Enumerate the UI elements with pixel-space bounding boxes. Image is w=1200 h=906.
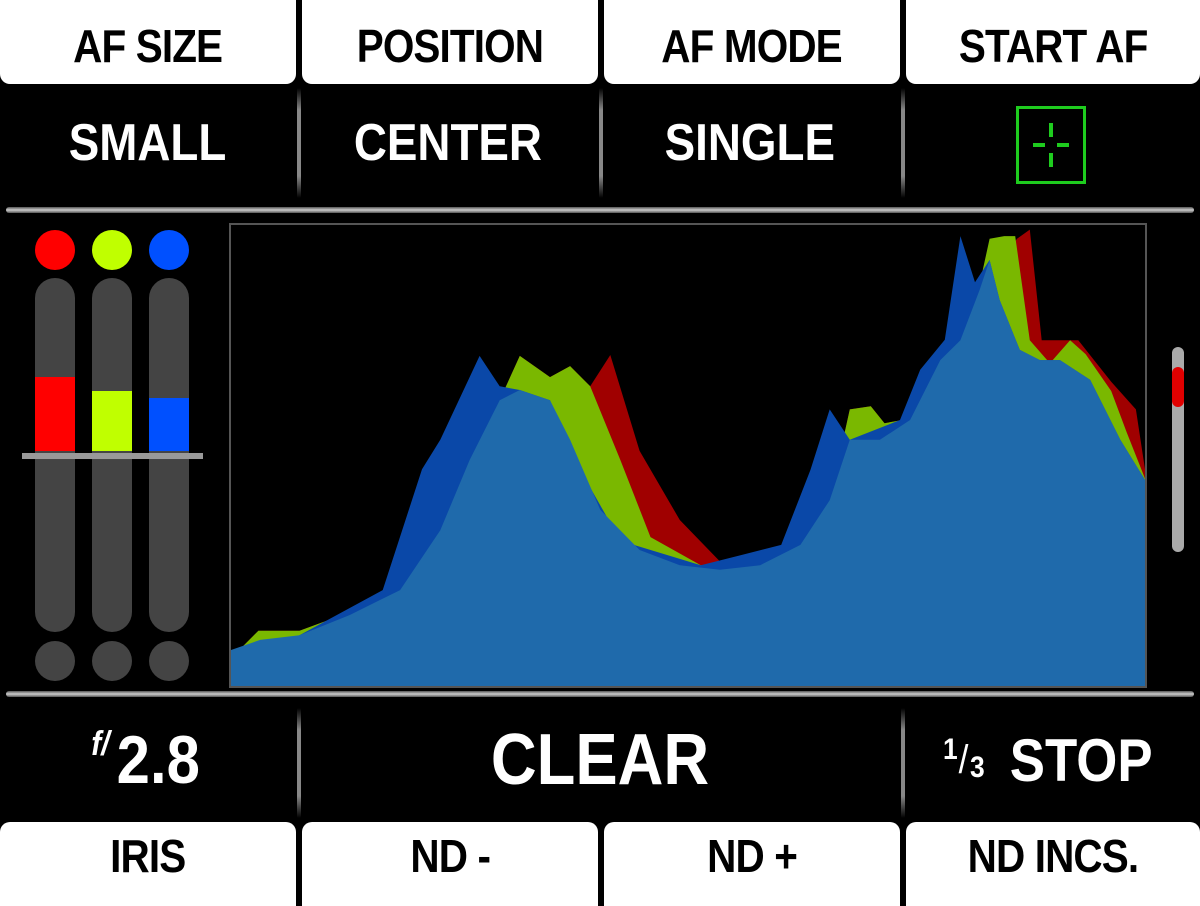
iris-value: f/ 2.8 bbox=[0, 705, 296, 815]
divider bbox=[6, 207, 1194, 213]
f-stop-prefix: f/ bbox=[91, 725, 110, 763]
fraction-numerator: 1 bbox=[942, 733, 958, 766]
histogram bbox=[229, 223, 1147, 688]
divider bbox=[599, 88, 603, 198]
nd-value: CLEAR bbox=[490, 720, 710, 800]
divider bbox=[901, 708, 905, 818]
af-target-icon bbox=[1016, 106, 1086, 184]
af-mode-value: SINGLE bbox=[664, 114, 836, 172]
nd-minus-button[interactable]: ND - bbox=[302, 822, 598, 906]
divider bbox=[297, 708, 301, 818]
f-stop-number: 2.8 bbox=[116, 722, 200, 798]
histogram-luma-area bbox=[231, 260, 1145, 686]
divider bbox=[6, 691, 1194, 697]
nd-increments-button[interactable]: ND INCS. bbox=[906, 822, 1200, 906]
iris-label: IRIS bbox=[110, 830, 186, 882]
position-label: POSITION bbox=[356, 20, 544, 72]
position-value: CENTER bbox=[353, 114, 543, 172]
divider bbox=[297, 88, 301, 198]
start-af-button[interactable]: START AF bbox=[906, 0, 1200, 84]
iris-button[interactable]: IRIS bbox=[0, 822, 296, 906]
start-af-label: START AF bbox=[958, 20, 1148, 72]
divider bbox=[901, 88, 905, 198]
nd-minus-label: ND - bbox=[410, 830, 491, 882]
scrollbar-thumb[interactable] bbox=[1172, 366, 1184, 407]
scrollbar[interactable] bbox=[1172, 347, 1184, 552]
af-mode-button[interactable]: AF MODE bbox=[604, 0, 900, 84]
stop-unit: STOP bbox=[1009, 726, 1153, 794]
green-channel-dot bbox=[92, 230, 132, 270]
af-size-button[interactable]: AF SIZE bbox=[0, 0, 296, 84]
nd-plus-label: ND + bbox=[707, 830, 798, 882]
meter-reference-line bbox=[22, 453, 203, 460]
blue-channel-dot bbox=[149, 230, 189, 270]
af-mode-label: AF MODE bbox=[661, 20, 843, 72]
nd-increments-label: ND INCS. bbox=[967, 830, 1140, 882]
nd-plus-button[interactable]: ND + bbox=[604, 822, 900, 906]
red-meter-knob bbox=[35, 641, 75, 681]
green-meter-knob bbox=[92, 641, 132, 681]
af-size-label: AF SIZE bbox=[73, 20, 223, 72]
nd-increment-value: 1 / 3 STOP bbox=[904, 705, 1200, 815]
position-button[interactable]: POSITION bbox=[302, 0, 598, 84]
fraction-slash: / bbox=[958, 737, 969, 782]
blue-meter-knob bbox=[149, 641, 189, 681]
red-channel-dot bbox=[35, 230, 75, 270]
fraction-denominator: 3 bbox=[970, 751, 986, 784]
af-size-value: SMALL bbox=[69, 114, 227, 172]
